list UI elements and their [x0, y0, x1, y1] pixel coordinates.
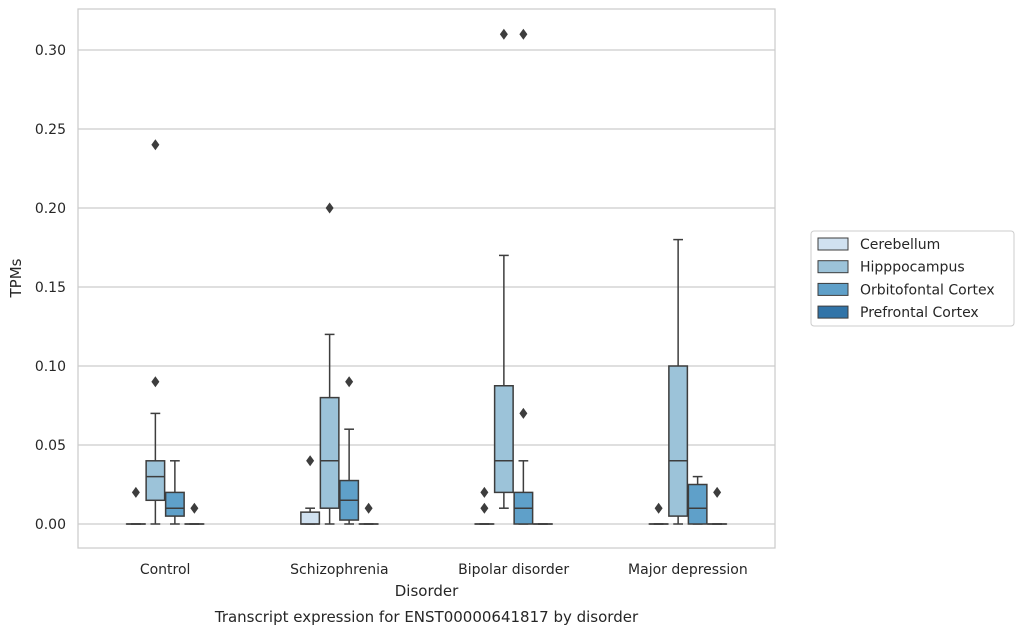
- box-groups: [125, 28, 728, 525]
- x-tick-labels: Control Schizophrenia Bipolar disorder Majo…: [140, 562, 748, 578]
- y-tick-label: 0.25: [35, 122, 66, 138]
- outlier-point: [713, 486, 722, 498]
- outlier-point: [306, 455, 315, 467]
- box-body: [687, 483, 708, 525]
- box-element: [125, 486, 146, 525]
- box-body: [164, 491, 185, 517]
- y-tick-label: 0.20: [35, 201, 66, 217]
- outlier-point: [131, 486, 140, 498]
- x-tick-label: Schizophrenia: [290, 562, 388, 578]
- legend-swatch: [817, 282, 849, 296]
- y-tick-label: 0.15: [35, 280, 66, 296]
- outlier-point: [519, 407, 528, 419]
- category-group: [300, 202, 379, 525]
- legend-swatch: [817, 260, 849, 274]
- outlier-point: [480, 502, 489, 514]
- outlier-point: [499, 28, 508, 40]
- box-element: [668, 238, 689, 525]
- y-axis-title: TPMs: [7, 258, 25, 298]
- outlier-point: [151, 376, 160, 388]
- x-tick-label: Major depression: [628, 562, 748, 578]
- box-element: [513, 28, 534, 525]
- legend-frame: [810, 230, 1015, 327]
- y-tick-labels: 0.00 0.05 0.10 0.15 0.20 0.25 0.30: [35, 43, 66, 533]
- box-element: [339, 376, 360, 525]
- box-element: [493, 28, 514, 509]
- legend-label: Prefrontal Cortex: [860, 305, 979, 321]
- box-body: [493, 385, 514, 494]
- outlier-point: [345, 376, 354, 388]
- box-element: [184, 502, 205, 525]
- outlier-point: [480, 486, 489, 498]
- box-body: [300, 511, 321, 525]
- box-body: [668, 365, 689, 517]
- x-axis-title: Disorder: [395, 582, 459, 600]
- category-group: [648, 238, 728, 525]
- box-element: [319, 202, 340, 525]
- box-body: [145, 460, 166, 502]
- y-tick-label: 0.00: [35, 517, 66, 533]
- chart-caption: Transcript expression for ENST0000064181…: [214, 608, 639, 626]
- legend-label: Cerebellum: [860, 237, 940, 253]
- box-element: [300, 455, 321, 525]
- box-element: [707, 486, 728, 525]
- x-tick-label: Bipolar disorder: [458, 562, 569, 578]
- outlier-point: [325, 202, 334, 214]
- outlier-point: [190, 502, 199, 514]
- box-element: [164, 460, 185, 525]
- box-element: [648, 502, 669, 525]
- legend-label: Orbitofontal Cortex: [860, 282, 995, 298]
- box-body: [319, 396, 340, 509]
- outlier-point: [654, 502, 663, 514]
- x-tick-label: Control: [140, 562, 191, 578]
- outlier-point: [151, 139, 160, 151]
- category-group: [125, 139, 205, 525]
- box-element: [145, 139, 166, 525]
- plot-frame: [77, 8, 776, 549]
- y-tick-label: 0.10: [35, 359, 66, 375]
- outlier-point: [519, 28, 528, 40]
- box-element: [474, 486, 495, 525]
- y-tick-label: 0.05: [35, 438, 66, 454]
- legend-swatch: [817, 237, 849, 251]
- category-group: [474, 28, 553, 525]
- box-element: [358, 502, 379, 525]
- box-element: [687, 475, 708, 525]
- y-tick-label: 0.30: [35, 43, 66, 59]
- outlier-point: [364, 502, 373, 514]
- legend-label: Hipppocampus: [860, 260, 965, 276]
- legend: Cerebellum Hipppocampus Orbitofontal Corte…: [810, 230, 1015, 327]
- legend-swatch: [817, 305, 849, 319]
